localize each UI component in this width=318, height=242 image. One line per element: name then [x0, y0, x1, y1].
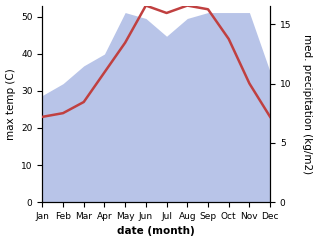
Y-axis label: max temp (C): max temp (C)	[5, 68, 16, 140]
Y-axis label: med. precipitation (kg/m2): med. precipitation (kg/m2)	[302, 34, 313, 174]
X-axis label: date (month): date (month)	[117, 227, 195, 236]
